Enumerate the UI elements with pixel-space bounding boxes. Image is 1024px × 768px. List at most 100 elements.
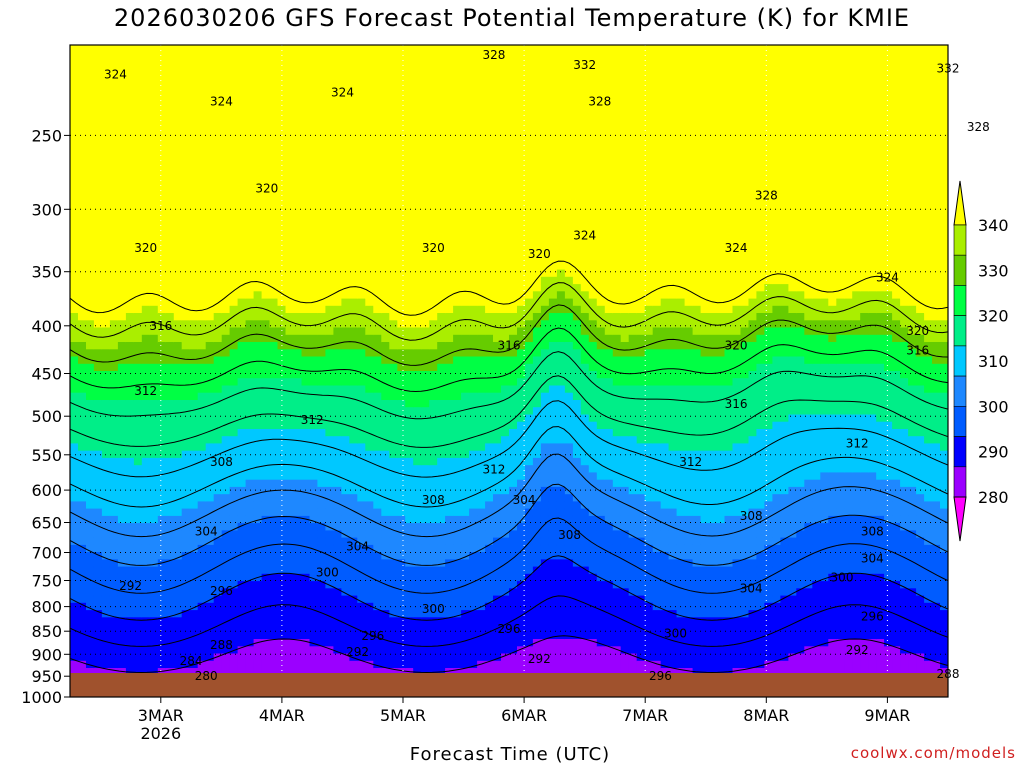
band-cell — [493, 334, 502, 343]
band-cell — [405, 74, 414, 82]
band-cell — [389, 400, 398, 408]
band-cell — [333, 146, 342, 155]
band-cell — [261, 197, 271, 205]
band-cell — [165, 189, 175, 198]
band-cell — [181, 124, 191, 133]
band-cell — [461, 537, 470, 546]
band-cell — [429, 88, 438, 97]
band-cell — [229, 160, 239, 169]
band-cell — [173, 211, 183, 220]
band-cell — [397, 421, 406, 430]
band-cell — [357, 559, 366, 568]
band-cell — [285, 124, 295, 133]
band-cell — [373, 588, 382, 597]
band-cell — [101, 581, 111, 589]
band-cell — [461, 197, 470, 205]
band-cell — [101, 486, 111, 495]
band-cell — [93, 668, 103, 676]
band-cell — [70, 117, 79, 126]
band-cell — [78, 74, 87, 82]
band-cell — [413, 653, 422, 662]
band-cell — [221, 515, 231, 524]
band-cell — [429, 117, 438, 126]
band-cell — [86, 494, 95, 502]
band-cell — [381, 305, 390, 314]
band-cell — [93, 226, 103, 234]
band-cell — [269, 363, 279, 372]
band-cell — [261, 52, 271, 60]
band-cell — [485, 392, 494, 401]
band-cell — [501, 334, 510, 343]
band-cell — [381, 588, 390, 597]
band-cell — [477, 276, 486, 285]
band-cell — [445, 146, 454, 155]
band-cell — [477, 494, 486, 502]
band-cell — [189, 175, 199, 184]
band-cell — [373, 436, 382, 444]
band-cell — [109, 45, 119, 53]
band-cell — [101, 660, 111, 669]
band-cell — [509, 276, 518, 285]
band-cell — [333, 501, 342, 510]
band-cell — [317, 407, 326, 415]
band-cell — [149, 581, 159, 589]
band-cell — [453, 610, 462, 618]
band-cell — [213, 211, 223, 220]
band-cell — [445, 429, 454, 437]
band-cell — [325, 421, 334, 430]
band-cell — [165, 371, 175, 379]
band-cell — [221, 45, 231, 53]
band-cell — [269, 74, 279, 82]
band-cell — [389, 124, 398, 133]
band-cell — [461, 429, 470, 437]
band-cell — [477, 617, 486, 626]
band-cell — [373, 617, 382, 626]
band-cell — [78, 436, 87, 444]
band-cell — [317, 305, 326, 314]
band-cell — [453, 204, 462, 213]
band-cell — [445, 356, 454, 365]
band-cell — [173, 189, 183, 198]
band-cell — [453, 523, 462, 531]
band-cell — [381, 515, 390, 524]
band-cell — [413, 371, 422, 379]
band-cell — [365, 421, 374, 430]
band-cell — [357, 356, 366, 365]
band-cell — [93, 52, 103, 60]
band-cell — [293, 537, 303, 546]
band-cell — [477, 392, 486, 401]
band-cell — [245, 211, 255, 220]
band-cell — [269, 400, 279, 408]
band-cell — [197, 436, 207, 444]
band-cell — [165, 523, 175, 531]
band-cell — [357, 573, 366, 582]
band-cell — [109, 233, 119, 242]
band-cell — [221, 429, 231, 437]
band-cell — [237, 465, 247, 473]
band-cell — [341, 407, 350, 415]
band-cell — [405, 421, 414, 430]
band-cell — [389, 523, 398, 531]
band-cell — [109, 646, 119, 655]
band-cell — [501, 414, 510, 423]
band-cell — [357, 443, 366, 452]
band-cell — [237, 110, 247, 118]
band-cell — [317, 139, 326, 147]
band-cell — [285, 581, 295, 589]
band-cell — [213, 356, 223, 365]
band-cell — [109, 610, 119, 618]
band-cell — [301, 139, 311, 147]
band-cell — [445, 218, 454, 227]
band-cell — [213, 392, 223, 401]
band-cell — [437, 421, 446, 430]
band-cell — [413, 465, 422, 473]
band-cell — [397, 124, 406, 133]
band-cell — [461, 240, 470, 249]
band-cell — [237, 255, 247, 263]
band-cell — [213, 95, 223, 104]
band-cell — [445, 465, 454, 473]
band-cell — [413, 407, 422, 415]
band-cell — [269, 218, 279, 227]
band-cell — [445, 276, 454, 285]
band-cell — [317, 349, 326, 358]
